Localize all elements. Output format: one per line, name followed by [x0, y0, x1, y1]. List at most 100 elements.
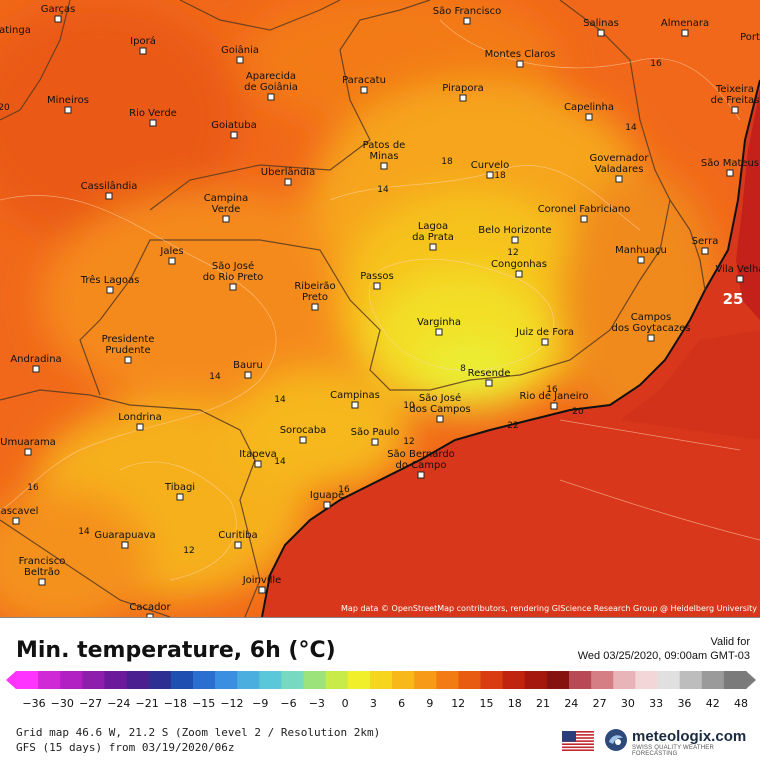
city-marker — [124, 356, 132, 364]
scale-swatch — [524, 671, 548, 689]
scale-swatch — [126, 671, 150, 689]
city-marker — [436, 415, 444, 423]
city-marker — [731, 106, 739, 114]
scale-tick-label: −30 — [50, 697, 74, 710]
meteologix-logo-icon[interactable] — [604, 728, 628, 752]
scale-swatch — [591, 671, 614, 689]
city-label: Itapeva — [239, 449, 277, 460]
city-marker — [351, 401, 359, 409]
city-label: Coronel Fabriciano — [537, 204, 631, 215]
city-marker — [222, 215, 230, 223]
city-marker — [64, 106, 72, 114]
city-marker — [244, 371, 252, 379]
city-marker — [736, 275, 744, 283]
city-label: Vila Velha — [715, 264, 760, 275]
scale-swatch — [569, 671, 592, 689]
city-marker — [463, 17, 471, 25]
city-label: Cascavel — [0, 506, 39, 517]
city-label: Umuarama — [0, 437, 56, 448]
city-label: Presidente Prudente — [101, 334, 155, 356]
scale-swatch — [347, 671, 371, 689]
isoline-value: 14 — [78, 527, 90, 537]
city-marker — [146, 613, 154, 617]
city-marker — [485, 379, 493, 387]
isoline-value: 16 — [546, 385, 558, 395]
city-label: Patos de Minas — [362, 140, 406, 162]
city-marker — [429, 243, 437, 251]
city-label: Pirapora — [442, 83, 484, 94]
city-label: Campina Verde — [203, 193, 249, 215]
scale-tick-label: 15 — [479, 697, 494, 710]
city-marker — [701, 247, 709, 255]
isoline-value: 20 — [0, 103, 10, 113]
city-marker — [580, 215, 588, 223]
scale-swatch — [414, 671, 437, 689]
city-marker — [149, 119, 157, 127]
city-marker — [230, 131, 238, 139]
city-marker — [299, 436, 307, 444]
scale-swatch — [458, 671, 482, 689]
scale-swatch — [104, 671, 128, 689]
city-label: São José do Rio Preto — [202, 261, 264, 283]
city-label: Paracatu — [342, 75, 386, 86]
brand-name[interactable]: meteologix.com — [632, 728, 747, 745]
city-label: Garças — [40, 4, 76, 15]
scale-tick-label: −12 — [220, 697, 244, 710]
city-marker — [32, 365, 40, 373]
scale-swatch — [170, 671, 194, 689]
city-label: Campinas — [330, 390, 380, 401]
city-label: Sorocaba — [279, 425, 327, 436]
scale-swatch — [325, 671, 349, 689]
city-label: Governador Valadares — [589, 153, 649, 175]
city-label: São José dos Campos — [409, 393, 471, 415]
city-label: Andradina — [10, 354, 62, 365]
scale-tick-label: −6 — [280, 697, 297, 710]
city-label: São Mateus — [700, 158, 760, 169]
isoline-value: 18 — [441, 157, 453, 167]
isoline-value: 12 — [183, 546, 195, 556]
scale-swatch — [436, 671, 460, 689]
city-label: Rio Verde — [129, 108, 177, 119]
city-label: Goiatuba — [211, 120, 257, 131]
city-label: Jales — [160, 246, 184, 257]
city-marker — [511, 236, 519, 244]
isoline-value: 16 — [27, 483, 39, 493]
scale-tick-label: 21 — [536, 697, 551, 710]
scale-swatch — [613, 671, 636, 689]
city-label: Tibagi — [164, 482, 196, 493]
legend-title: Min. temperature, 6h (°C) — [16, 638, 336, 663]
scale-swatch — [369, 671, 393, 689]
city-label: São Francisco — [432, 6, 502, 17]
city-label: Capelinha — [564, 102, 614, 113]
city-label: Belo Horizonte — [478, 225, 552, 236]
isoline-value: 18 — [494, 171, 506, 181]
temperature-map[interactable]: Garças São Francisco Salinas Almenara Iporá G… — [0, 0, 760, 618]
city-marker — [136, 423, 144, 431]
scale-arrow-right — [746, 671, 756, 689]
scale-tick-label: −36 — [22, 697, 46, 710]
isoline-value: 14 — [274, 395, 286, 405]
scale-tick-label: −18 — [163, 697, 187, 710]
city-marker — [597, 29, 605, 37]
valid-for-label: Valid for — [710, 636, 750, 648]
scale-tick-label: 36 — [677, 697, 692, 710]
city-marker — [323, 501, 331, 509]
scale-tick-label: 3 — [369, 697, 377, 710]
city-label: Cassilândia — [80, 181, 138, 192]
city-label: Iporá — [130, 36, 156, 47]
scale-swatch — [82, 671, 106, 689]
city-marker — [105, 192, 113, 200]
city-marker — [360, 86, 368, 94]
scale-tick-label: −15 — [192, 697, 216, 710]
scale-swatch — [480, 671, 504, 689]
city-label: Campos dos Goytacazes — [611, 312, 691, 334]
city-marker — [371, 438, 379, 446]
city-label: Almenara — [660, 18, 710, 29]
scale-tick-label: 12 — [451, 697, 466, 710]
isoline-value: 12 — [507, 248, 519, 258]
city-marker — [168, 257, 176, 265]
isoline-value: 14 — [209, 372, 221, 382]
city-marker — [516, 60, 524, 68]
valid-for-value: Wed 03/25/2020, 09:00am GMT-03 — [577, 650, 750, 662]
us-flag-icon[interactable] — [562, 731, 594, 751]
